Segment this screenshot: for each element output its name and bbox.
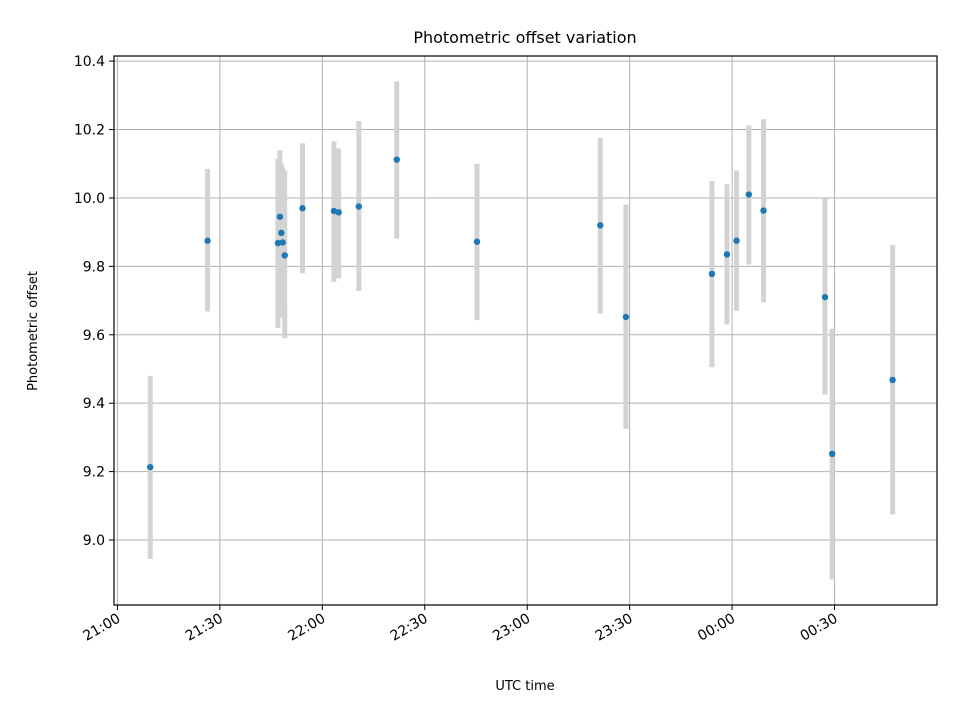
error-bars (147, 81, 896, 580)
data-point (299, 205, 306, 212)
y-tick-label: 10.2 (74, 123, 105, 139)
x-tick-label: 00:30 (798, 611, 841, 645)
plot-frame (113, 55, 938, 606)
y-tick-label: 9.4 (83, 396, 105, 412)
y-tick-label: 10.0 (74, 191, 105, 207)
x-tick-label: 22:30 (388, 611, 431, 645)
data-point (274, 239, 282, 247)
data-point (276, 213, 284, 220)
data-point (473, 238, 481, 245)
y-axis-label: Photometric offset (26, 271, 41, 391)
x-tick-label: 22:00 (285, 611, 328, 645)
data-point (708, 270, 716, 278)
x-tick-label: 00:00 (695, 611, 738, 645)
data-point (622, 313, 630, 321)
y-tick-label: 9.8 (83, 259, 105, 275)
x-axis-ticks: 21:00 21:30 22:00 22:30 23:00 23:30 00:00 00:30 (80, 605, 841, 645)
chart-title: Photometric offset variation (413, 28, 636, 47)
y-tick-label: 9.2 (83, 465, 105, 481)
data-point (745, 191, 753, 198)
data-point (204, 237, 211, 244)
data-point (335, 209, 342, 216)
data-point (889, 376, 896, 384)
data-point (723, 251, 731, 258)
x-tick-label: 23:00 (490, 611, 533, 645)
data-point (278, 229, 285, 237)
x-tick-label: 21:30 (183, 611, 226, 645)
data-point (146, 463, 154, 471)
data-point (355, 203, 363, 210)
y-tick-label: 9.0 (83, 533, 105, 549)
x-axis-label: UTC time (495, 679, 554, 694)
data-point (597, 222, 604, 229)
data-point (760, 207, 767, 214)
data-point (821, 293, 829, 301)
data-point (393, 156, 400, 163)
data-point (281, 252, 288, 259)
data-point (733, 237, 740, 244)
data-points (146, 156, 896, 471)
grid-lines (114, 56, 937, 605)
data-point (828, 450, 836, 458)
y-tick-label: 9.6 (83, 328, 105, 344)
data-point (279, 239, 286, 246)
y-tick-label: 10.4 (74, 54, 105, 70)
x-tick-label: 21:00 (80, 611, 123, 645)
y-axis-ticks: 9.0 9.2 9.4 9.6 9.8 10.0 10.2 10.4 (74, 54, 114, 549)
x-tick-label: 23:30 (593, 611, 636, 645)
